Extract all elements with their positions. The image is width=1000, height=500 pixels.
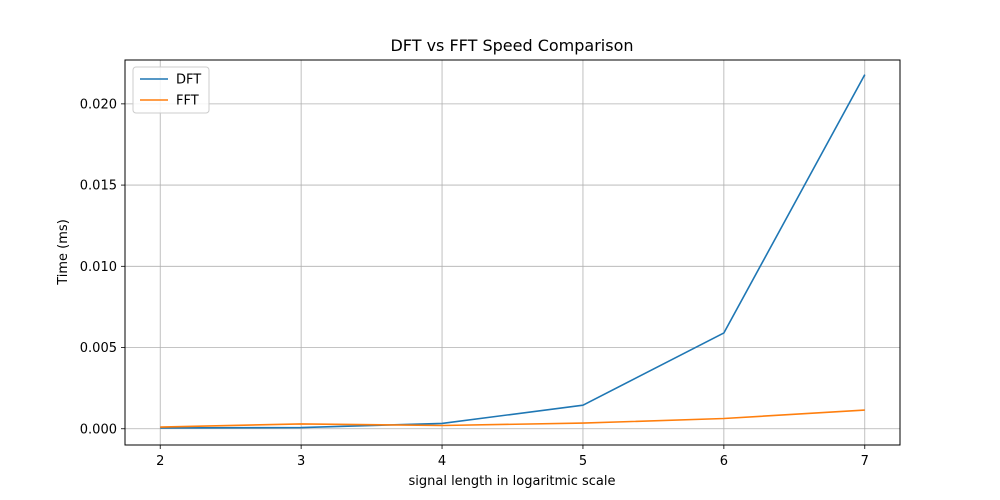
plot-frame: [124, 59, 901, 446]
x-tick-label: 2: [156, 454, 164, 469]
y-ticks: 0.000 0.005 0.010 0.015 0.020: [80, 97, 125, 437]
legend-label-fft: FFT: [176, 94, 199, 109]
x-ticks: 2 3 4 5 6 7: [156, 445, 869, 469]
y-tick-label: 0.000: [80, 422, 117, 437]
series-line-fft: [160, 409, 865, 428]
series-group: [160, 74, 866, 429]
y-axis-label: Time (ms): [56, 219, 71, 286]
x-tick-label: 7: [861, 454, 869, 469]
y-tick-label: 0.020: [80, 97, 117, 112]
y-tick-label: 0.005: [80, 341, 117, 356]
y-tick-label: 0.015: [80, 179, 117, 194]
legend-label-dft: DFT: [176, 73, 201, 88]
x-tick-label: 3: [297, 454, 305, 469]
x-tick-label: 4: [438, 454, 446, 469]
x-tick-label: 5: [579, 454, 587, 469]
series-line-dft: [160, 74, 866, 429]
legend: DFT FFT: [132, 66, 210, 114]
y-tick-label: 0.010: [80, 260, 117, 275]
x-axis-label: signal length in logaritmic scale: [408, 474, 615, 489]
x-tick-label: 6: [720, 454, 728, 469]
chart-title: DFT vs FFT Speed Comparison: [390, 36, 633, 55]
grid: [125, 60, 900, 445]
plot-background: [125, 60, 900, 445]
